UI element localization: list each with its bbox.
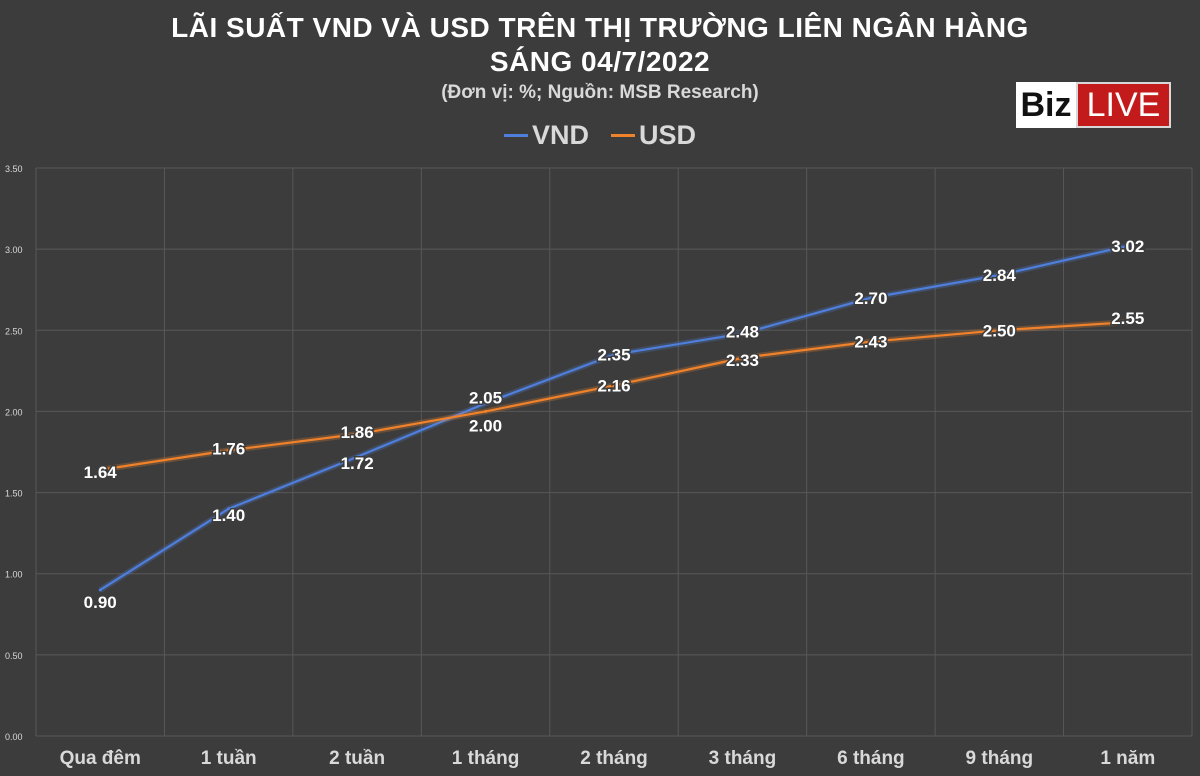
- data-point-usd: [98, 468, 102, 472]
- data-label-usd: 2.43: [854, 333, 887, 352]
- data-label-vnd: 1.40: [212, 506, 245, 525]
- data-point-usd: [997, 328, 1001, 332]
- data-point-vnd: [1126, 244, 1130, 248]
- legend-swatch-usd: [611, 134, 635, 137]
- x-tick-label: 2 tháng: [580, 748, 648, 769]
- data-label-vnd: 2.35: [597, 346, 630, 365]
- chart-legend: VND USD: [0, 120, 1200, 151]
- chart-title: LÃI SUẤT VND VÀ USD TRÊN THỊ TRƯỜNG LIÊN…: [171, 12, 1029, 43]
- y-tick-label: 1.50: [5, 489, 23, 499]
- y-tick-label: 3.00: [5, 245, 23, 255]
- data-point-usd: [355, 432, 359, 436]
- data-point-vnd: [484, 401, 488, 405]
- chart-subtitle: (Đơn vị: %; Nguồn: MSB Research): [441, 82, 759, 103]
- series-layer: [98, 242, 1130, 593]
- series-line-usd: [100, 321, 1128, 471]
- data-point-usd: [740, 356, 744, 360]
- data-label-usd: 2.00: [469, 416, 502, 435]
- legend-item-usd: USD: [611, 120, 696, 151]
- data-label-vnd: 2.48: [726, 323, 759, 342]
- x-tick-label: 1 tuần: [201, 748, 257, 769]
- x-tick-label: 6 tháng: [837, 748, 905, 769]
- data-label-usd: 2.55: [1111, 309, 1144, 328]
- y-tick-label: 2.00: [5, 407, 23, 417]
- data-label-usd: 1.86: [341, 423, 374, 442]
- data-point-vnd: [740, 332, 744, 336]
- data-point-vnd: [227, 507, 231, 511]
- legend-item-vnd: VND: [503, 120, 589, 151]
- data-point-usd: [869, 340, 873, 344]
- data-point-vnd: [355, 455, 359, 459]
- x-tick-label: 3 tháng: [709, 748, 777, 769]
- data-label-usd: 2.16: [597, 376, 630, 395]
- label-layer: 0.90 1.40 1.72 2.05 2.35 2.48 2.70 2.84 3.02 1.64…: [82, 235, 1146, 613]
- x-tick-label: Qua đêm: [60, 748, 141, 769]
- x-tick-label: 9 tháng: [966, 748, 1034, 769]
- data-point-vnd: [869, 296, 873, 300]
- y-tick-label: 0.00: [5, 732, 23, 742]
- data-label-usd: 2.50: [983, 321, 1016, 340]
- x-tick-label: 1 tháng: [452, 748, 520, 769]
- data-point-vnd: [98, 588, 102, 592]
- y-tick-label: 2.50: [5, 326, 23, 336]
- x-tick-label: 1 năm: [1100, 748, 1155, 769]
- series-glow-vnd: [98, 242, 1129, 593]
- grid-layer: 0.00 0.50 1.00 1.50 2.00 2.50 3.00 3.50 Qua đêm 1…: [5, 164, 1193, 769]
- data-point-vnd: [997, 273, 1001, 277]
- logo-text-biz: Biz: [1016, 82, 1076, 128]
- data-label-vnd: 2.70: [854, 289, 887, 308]
- x-tick-label: 2 tuần: [329, 748, 385, 769]
- data-label-usd: 1.64: [84, 463, 118, 482]
- chart-title-date: SÁNG 04/7/2022: [489, 46, 711, 77]
- legend-label-vnd: VND: [531, 120, 589, 150]
- data-point-usd: [227, 448, 231, 452]
- y-tick-label: 1.00: [5, 570, 23, 580]
- data-label-usd: 2.33: [726, 351, 759, 370]
- data-label-usd: 1.76: [212, 439, 245, 458]
- y-tick-label: 3.50: [5, 164, 23, 174]
- legend-swatch-vnd: [503, 134, 528, 137]
- logo-text-live: LIVE: [1076, 82, 1171, 128]
- data-label-vnd: 0.90: [84, 593, 117, 612]
- y-tick-label: 0.50: [5, 651, 23, 661]
- series-line-vnd: [99, 244, 1129, 591]
- data-label-vnd: 3.02: [1111, 237, 1144, 256]
- data-point-usd: [1126, 320, 1130, 324]
- bizlive-logo: Biz LIVE: [1016, 82, 1171, 128]
- legend-label-usd: USD: [639, 120, 697, 150]
- data-point-usd: [612, 383, 616, 387]
- data-label-vnd: 2.05: [469, 388, 502, 407]
- data-label-vnd: 1.72: [341, 454, 374, 473]
- data-label-vnd: 2.84: [983, 266, 1017, 285]
- data-point-vnd: [612, 353, 616, 357]
- data-point-usd: [484, 409, 488, 413]
